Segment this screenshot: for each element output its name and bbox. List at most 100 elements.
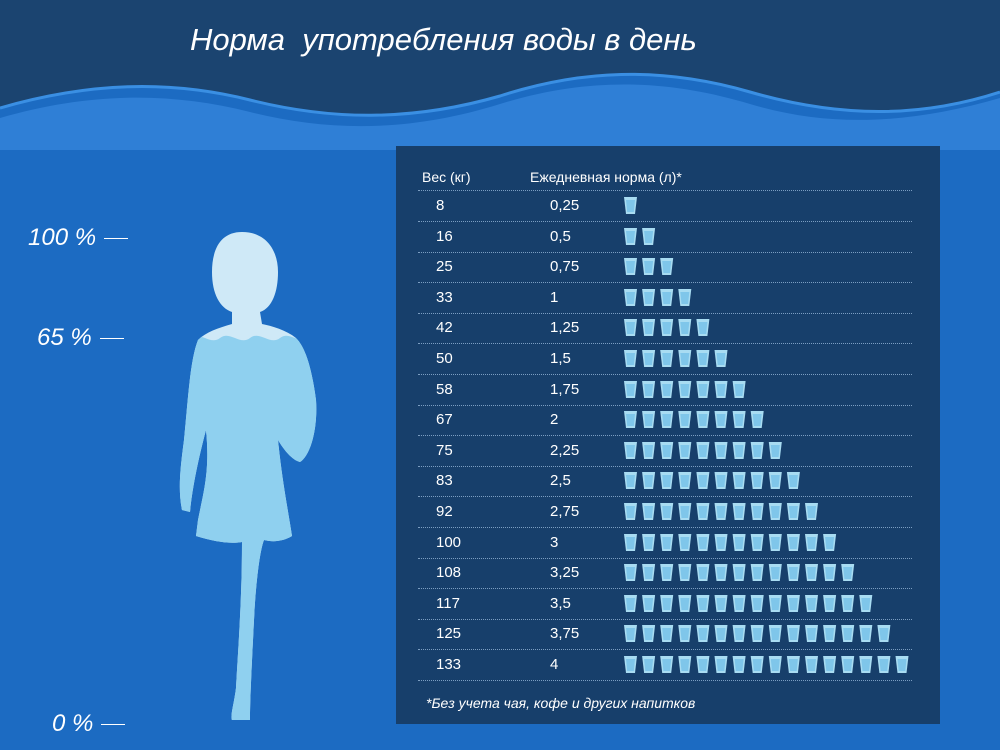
water-glass-fill (770, 506, 780, 518)
water-glass-fill (698, 536, 708, 549)
water-glass-fill (897, 659, 907, 671)
water-glass-fill (680, 506, 690, 518)
water-glass-fill (734, 597, 744, 610)
water-glass-fill (626, 475, 635, 488)
cup-row (624, 594, 873, 612)
water-glass-fill (752, 536, 762, 549)
water-glass-fill (626, 200, 635, 212)
water-glass-fill (626, 414, 635, 427)
water-glass-fill (843, 659, 853, 671)
water-norm-table: Вес (кг) Ежедневная норма (л)* 8 0,25 16 0,… (396, 146, 940, 724)
table-cell-weight: 83 (436, 472, 453, 490)
cup-row (624, 350, 728, 367)
water-glass-fill (680, 291, 690, 304)
water-glass-fill (861, 628, 871, 641)
water-glass-fill (662, 383, 672, 396)
water-glass-fill (734, 536, 744, 549)
water-glass-fill (662, 261, 672, 274)
cup-row (624, 625, 891, 643)
water-glass-fill (662, 659, 672, 671)
table-cell-weight: 25 (436, 258, 453, 276)
water-glass-fill (716, 659, 726, 671)
water-glass-fill (698, 597, 708, 610)
water-glass-fill (770, 628, 780, 641)
row-divider (418, 557, 912, 559)
scale-label-100: 100 % (28, 224, 129, 252)
water-glass-fill (788, 536, 798, 549)
cup-row (624, 380, 746, 398)
water-glass-fill (788, 475, 798, 488)
water-glass-fill (807, 536, 816, 549)
scale-label-100-text: 100 % (28, 224, 97, 251)
row-divider (418, 527, 912, 528)
water-glass-fill (680, 383, 690, 396)
water-glass-fill (626, 628, 635, 641)
water-glass-fill (698, 414, 708, 427)
table-cell-norm: 2,75 (550, 503, 580, 520)
row-divider (418, 404, 912, 406)
table-cell-norm: 2,25 (550, 441, 580, 459)
water-glass-fill (644, 353, 654, 365)
water-glass-fill (807, 628, 816, 641)
water-glass-fill (734, 567, 744, 580)
table-cell-weight: 133 (436, 656, 462, 673)
water-glass-fill (662, 444, 672, 457)
water-glass-fill (734, 506, 744, 518)
scale-label-65: 65 % (37, 324, 124, 352)
water-glass-fill (680, 536, 690, 549)
water-glass-fill (716, 567, 726, 580)
water-glass-fill (680, 414, 690, 427)
water-glass-fill (644, 261, 654, 274)
water-glass-fill (807, 567, 816, 580)
water-glass-fill (734, 628, 744, 641)
table-cell-weight: 108 (436, 564, 462, 582)
water-glass-fill (680, 567, 690, 580)
water-glass-fill (752, 597, 762, 610)
table-cell-norm: 1,5 (550, 350, 571, 367)
water-glass-fill (662, 597, 672, 610)
water-glass-fill (644, 444, 654, 457)
table-cell-norm: 0,25 (550, 197, 580, 214)
water-glass-fill (680, 322, 690, 335)
water-glass-fill (626, 353, 635, 365)
table-cell-norm: 1,25 (550, 319, 580, 337)
water-glass-fill (644, 383, 654, 396)
table-cell-weight: 125 (436, 625, 462, 643)
water-glass-fill (788, 506, 798, 518)
water-glass-fill (698, 353, 708, 365)
table-cell-weight: 33 (436, 288, 453, 306)
water-glass-fill (825, 597, 835, 610)
row-divider (418, 251, 912, 253)
cup-row (624, 197, 637, 214)
scale-label-0-text: 0 % (52, 710, 94, 737)
cup-row (624, 503, 818, 520)
row-divider (418, 680, 912, 681)
water-glass-fill (788, 659, 798, 671)
cup-row (624, 258, 674, 276)
water-glass-fill (843, 597, 853, 610)
water-glass-fill (626, 261, 635, 274)
column-header-norm: Ежедневная норма (л)* (530, 169, 682, 185)
cup-row (624, 656, 909, 673)
water-glass-fill (626, 383, 635, 396)
water-glass-fill (644, 291, 654, 304)
table-cell-weight: 8 (436, 197, 445, 214)
water-glass-fill (825, 628, 835, 641)
water-glass-fill (770, 659, 780, 671)
water-glass-fill (662, 322, 672, 335)
water-glass-fill (626, 322, 635, 335)
cup-row (624, 227, 656, 245)
water-glass-fill (626, 444, 635, 457)
water-glass-fill (788, 628, 798, 641)
table-cell-weight: 50 (436, 350, 453, 367)
water-glass-fill (734, 475, 744, 488)
row-divider (418, 282, 912, 284)
water-glass-fill (644, 475, 654, 488)
water-glass-fill (788, 597, 798, 610)
water-glass-fill (825, 536, 835, 549)
water-glass-fill (698, 506, 708, 518)
cup-row (624, 533, 837, 551)
row-divider (418, 435, 912, 437)
water-glass-fill (734, 444, 744, 457)
table-cell-norm: 3,5 (550, 594, 571, 612)
